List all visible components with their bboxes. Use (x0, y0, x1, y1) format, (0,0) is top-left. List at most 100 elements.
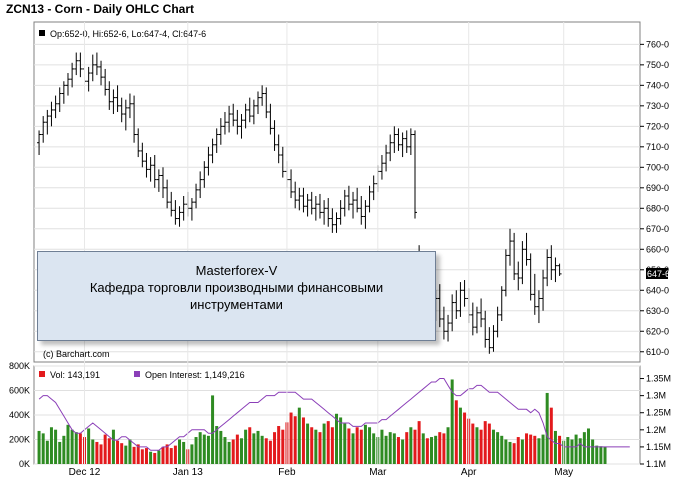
ohlc-bar (194, 183, 199, 209)
ohlc-bar (334, 212, 339, 233)
ohlc-bar (181, 196, 186, 221)
volume-bar (549, 407, 553, 464)
ohlc-bar (470, 302, 475, 336)
ohlc-bar (260, 85, 265, 106)
ohlc-bar (367, 185, 372, 213)
ohlc-bar (115, 85, 120, 112)
volume-bar (380, 429, 384, 464)
ohlc-bar (119, 97, 124, 123)
ohlc-bar (396, 128, 401, 151)
ohlc-bar (355, 187, 360, 213)
ohlc-bar (379, 155, 384, 180)
ohlc-bar (503, 249, 508, 297)
price-tick-label: 640-0 (646, 285, 669, 295)
ohlc-bar (57, 87, 62, 112)
volume-bar (409, 427, 413, 464)
ohlc-bar (322, 200, 327, 225)
ohlc-bar (99, 60, 104, 86)
volume-bar (264, 438, 268, 464)
volume-bar (144, 448, 148, 464)
oi-legend-marker (134, 371, 140, 377)
ohlc-bar (132, 95, 137, 143)
ohlc-bar (392, 126, 397, 153)
volume-bar (496, 432, 500, 464)
ohlc-bar (74, 52, 79, 76)
price-tick-label: 740-0 (646, 80, 669, 90)
ohlc-bar (499, 286, 504, 322)
ohlc-bar (256, 91, 261, 115)
volume-bar (384, 435, 388, 464)
ohlc-bar (272, 120, 277, 151)
volume-bar (599, 446, 603, 464)
ohlc-bar (169, 191, 174, 217)
ohlc-bar (239, 114, 244, 139)
ohlc-bar (359, 196, 364, 225)
ohlc-bar (487, 327, 492, 354)
volume-bars (37, 379, 607, 464)
ohlc-bar (363, 200, 368, 229)
ohlc-bar (45, 109, 50, 135)
volume-bar (301, 417, 305, 464)
volume-bar (281, 429, 285, 464)
ohlc-bar (412, 130, 417, 219)
volume-bar (425, 438, 429, 464)
x-tick-label: Apr (461, 467, 477, 478)
ohlc-bar (148, 157, 153, 182)
volume-bar (417, 421, 421, 464)
volume-bar (392, 433, 396, 464)
ohlc-bar (408, 128, 413, 156)
ohlc-bar (140, 142, 145, 168)
volume-bar (396, 437, 400, 464)
x-tick-label: Dec 12 (69, 467, 101, 478)
ohlc-bar (247, 97, 252, 123)
ohlc-bar (338, 200, 343, 225)
ohlc-bar (202, 161, 207, 188)
volume-bar (330, 427, 334, 464)
ohlc-bar (218, 118, 223, 145)
volume-bar (421, 433, 425, 464)
volume-tick-label: 200K (9, 435, 30, 445)
volume-bar (574, 434, 578, 464)
price-tick-label: 720-0 (646, 121, 669, 131)
oi-tick-label: 1.3M (646, 391, 666, 401)
volume-bar (194, 437, 198, 464)
ohlc-bar (462, 280, 467, 307)
x-axis: Dec 12 Jan 13 Feb Mar Apr May (69, 22, 573, 478)
volume-bar (450, 379, 454, 464)
x-tick-label: Jan 13 (173, 467, 203, 478)
vol-legend: Vol: 143,191 (50, 370, 100, 380)
oi-tick-label: 1.1M (646, 459, 666, 469)
volume-bar (219, 430, 223, 464)
volume-bar (70, 429, 74, 464)
volume-bar (165, 444, 169, 464)
volume-bar (359, 429, 363, 464)
volume-tick-label: 600K (9, 386, 30, 396)
price-tick-label: 760-0 (646, 39, 669, 49)
ohlc-bar (545, 249, 550, 287)
volume-bar (161, 446, 165, 464)
ohlc-bar (227, 105, 232, 133)
volume-bar (62, 435, 66, 464)
x-tick-label: Feb (278, 467, 296, 478)
ohlc-bar (516, 261, 521, 291)
volume-bar (351, 433, 355, 464)
oi-tick-label: 1.25M (646, 408, 671, 418)
volume-bar (310, 427, 314, 464)
ohlc-bar (532, 273, 537, 315)
ohlc-bar (446, 314, 451, 342)
ohlc-bar (189, 198, 194, 221)
ohlc-bar (474, 306, 479, 334)
ohlc-bar (524, 232, 529, 266)
ohlc-bar (557, 263, 562, 276)
volume-bar (277, 426, 281, 464)
volume-bar (190, 444, 194, 464)
overlay-line1: Masterforex-V (195, 263, 278, 278)
volume-bar (525, 433, 529, 464)
volume-bar (107, 438, 111, 464)
volume-bar (368, 427, 372, 464)
ohlc-bar (317, 193, 322, 219)
ohlc-bar (94, 52, 99, 76)
volume-bar (182, 441, 186, 464)
ohlc-bar (536, 290, 541, 324)
volume-bar (173, 445, 177, 464)
